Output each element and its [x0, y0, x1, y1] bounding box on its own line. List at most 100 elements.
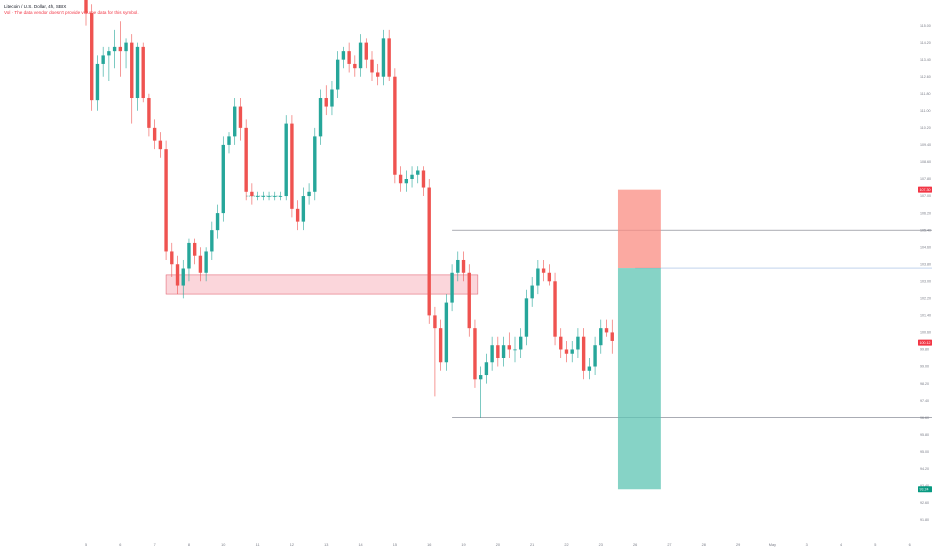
x-tick-label: 21: [530, 543, 534, 547]
candle-body: [198, 255, 203, 273]
candle-2: [95, 55, 100, 111]
candle-body: [364, 42, 368, 60]
candle-body: [130, 42, 134, 99]
candle-44: [335, 51, 340, 99]
y-tick-label: 103.00: [920, 279, 931, 283]
candle-63: [444, 294, 449, 371]
candle-27: [238, 98, 243, 141]
candle-14: [164, 140, 168, 260]
y-tick-label: 115.00: [920, 24, 931, 28]
candle-body: [210, 230, 214, 252]
y-tick-label: 112.60: [920, 75, 931, 79]
candle-25: [227, 132, 231, 154]
candle-body: [278, 196, 283, 197]
candle-body: [519, 336, 523, 350]
y-tick-label: 98.20: [920, 382, 929, 386]
candle-20: [198, 247, 203, 282]
candle-body: [90, 12, 94, 101]
candle-body: [587, 366, 592, 371]
candle-body: [301, 196, 306, 222]
candle-87: [581, 328, 586, 380]
candle-body: [604, 328, 609, 333]
candle-45: [341, 46, 346, 69]
candle-33: [273, 191, 277, 201]
x-tick-label: 20: [496, 543, 500, 547]
price-badge-bg: [918, 186, 932, 193]
candle-body: [324, 98, 328, 107]
price-badge-text: 100.12: [920, 341, 931, 345]
candle-body: [181, 268, 185, 286]
candle-body: [530, 285, 534, 299]
x-tick-label: 19: [461, 543, 465, 547]
x-tick-label: 8: [188, 543, 190, 547]
candle-24: [221, 136, 225, 222]
candle-76: [519, 328, 523, 358]
candle-body: [273, 196, 277, 197]
position-risk-zone: [617, 189, 661, 269]
candle-body: [204, 251, 208, 273]
candle-36: [290, 115, 294, 218]
candle-body: [112, 46, 117, 52]
candle-body: [267, 196, 271, 197]
candle-body: [358, 42, 363, 69]
candle-85: [570, 340, 574, 363]
candle-body: [370, 59, 374, 73]
x-tick-label: 23: [599, 543, 603, 547]
candle-body: [524, 298, 529, 337]
candle-12: [152, 119, 157, 150]
y-tick-label: 97.40: [920, 399, 929, 403]
candle-13: [158, 132, 163, 158]
position-layer: [246, 189, 661, 490]
candle-body: [461, 259, 466, 273]
zones-layer: [165, 274, 479, 295]
candle-88: [587, 358, 592, 380]
candle-body: [427, 187, 431, 316]
candle-4: [107, 46, 111, 81]
y-tick-label: 104.60: [920, 245, 931, 249]
candle-body: [433, 315, 437, 329]
candle-body: [404, 179, 409, 184]
candle-18: [187, 238, 191, 282]
candle-0: [84, 0, 88, 26]
candle-57: [410, 166, 414, 188]
axes-layer: 115.00 114.20 113.40 112.60 111.80 111.00 110.…: [85, 24, 932, 547]
candle-body: [541, 268, 546, 273]
candle-body: [101, 55, 105, 64]
candle-body: [501, 345, 506, 358]
candle-body: [233, 106, 237, 137]
candle-body: [467, 272, 471, 329]
x-tick-label: 6: [119, 543, 121, 547]
candle-69: [478, 366, 483, 418]
candle-38: [301, 187, 306, 231]
x-tick-label: 16: [427, 543, 431, 547]
candle-8: [130, 34, 134, 124]
candle-30: [255, 191, 260, 201]
candle-body: [398, 174, 403, 184]
candle-body: [295, 208, 300, 222]
candle-34: [278, 191, 283, 201]
candle-body: [164, 149, 168, 252]
candle-5: [112, 29, 117, 69]
candle-body: [124, 42, 128, 52]
candle-83: [559, 328, 563, 358]
candle-16: [175, 255, 180, 295]
candle-23: [215, 204, 220, 239]
candle-body: [250, 191, 254, 197]
candle-body: [330, 89, 334, 107]
candle-81: [547, 264, 552, 286]
candle-67: [467, 264, 471, 337]
candle-body: [141, 46, 145, 99]
candle-body: [484, 362, 489, 376]
candle-body: [95, 63, 100, 101]
candle-21: [204, 247, 208, 282]
candle-41: [318, 89, 323, 145]
candle-35: [284, 115, 288, 201]
candle-body: [170, 251, 174, 265]
candle-64: [450, 264, 454, 312]
candle-72: [496, 336, 500, 367]
candle-74: [507, 332, 511, 358]
candle-body: [473, 328, 477, 380]
x-tick-label: 29: [736, 543, 740, 547]
